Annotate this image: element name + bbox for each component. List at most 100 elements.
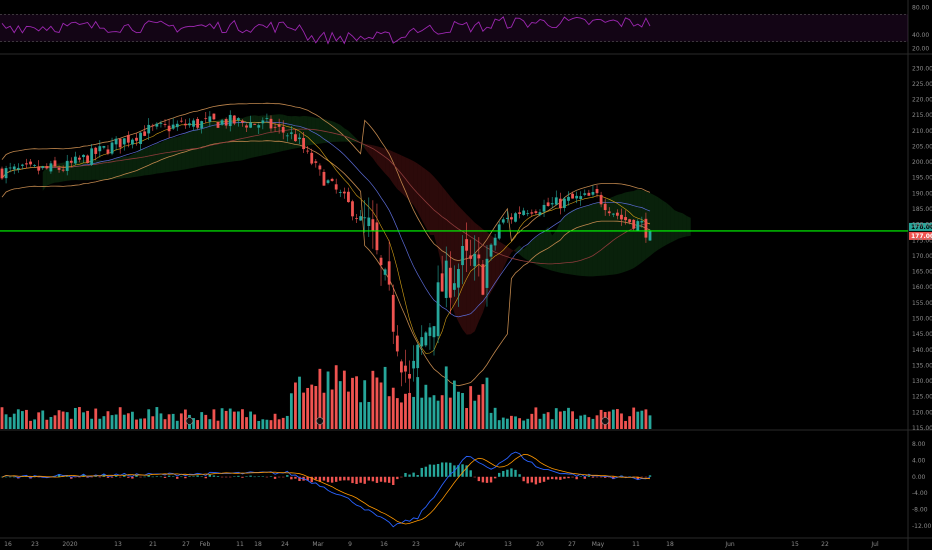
rsi-tick-label: 20.00 bbox=[912, 46, 929, 53]
volume-bar bbox=[489, 412, 493, 429]
price-tick-label: 200.00 bbox=[912, 159, 932, 166]
price-tick-label: 185.00 bbox=[912, 206, 932, 213]
macd-histogram-bar bbox=[555, 476, 558, 480]
ichimoku-cloud-segment bbox=[645, 191, 650, 260]
macd-histogram-bar bbox=[82, 474, 85, 477]
volume-bar bbox=[241, 409, 244, 429]
volume-bar bbox=[334, 365, 338, 429]
macd-histogram-bar bbox=[457, 465, 460, 477]
candle-body bbox=[86, 155, 89, 163]
macd-histogram-bar bbox=[192, 476, 195, 477]
rsi-band bbox=[0, 14, 908, 42]
ichimoku-cloud-segment bbox=[678, 211, 683, 239]
ichimoku-cloud-segment bbox=[674, 210, 679, 241]
candle-body bbox=[416, 344, 420, 369]
candle-body bbox=[245, 125, 248, 128]
candle-body bbox=[567, 196, 570, 201]
macd-histogram-bar bbox=[114, 475, 118, 477]
macd-histogram-bar bbox=[363, 476, 366, 484]
ichimoku-cloud-segment bbox=[633, 189, 638, 269]
ichimoku-cloud-segment bbox=[544, 226, 549, 270]
macd-histogram-bar bbox=[196, 475, 199, 477]
candle-body bbox=[147, 124, 151, 134]
candle-body bbox=[436, 282, 440, 337]
macd-histogram-bar bbox=[188, 476, 191, 477]
axes: 230.00225.00220.00215.00210.00205.00200.… bbox=[4, 4, 932, 548]
support-price-tag bbox=[909, 231, 932, 240]
volume-bar bbox=[399, 402, 403, 429]
candle-body bbox=[212, 113, 216, 120]
volume-bar bbox=[12, 413, 16, 429]
ichimoku-cloud-segment bbox=[397, 153, 402, 193]
candle-body bbox=[61, 169, 65, 171]
macd-histogram-bar bbox=[648, 475, 652, 477]
candle-body bbox=[4, 168, 8, 179]
volume-bar bbox=[29, 420, 32, 429]
candle-body bbox=[505, 217, 509, 219]
volume-bar bbox=[412, 396, 416, 429]
ichimoku-cloud-segment bbox=[580, 206, 585, 277]
candle-body bbox=[342, 191, 346, 194]
ichimoku-cloud-segment bbox=[654, 195, 659, 253]
candle-body bbox=[371, 219, 375, 232]
ichimoku-cloud-segment bbox=[560, 216, 565, 274]
volume-bar bbox=[534, 407, 538, 429]
candle-body bbox=[595, 189, 599, 194]
macd-histogram-bar bbox=[522, 476, 525, 482]
volume-bar bbox=[20, 411, 24, 429]
volume-bar bbox=[73, 407, 77, 429]
macd-histogram-bar bbox=[542, 476, 546, 482]
macd-histogram-bar bbox=[184, 476, 187, 479]
candle-body bbox=[404, 365, 407, 372]
volume-bar bbox=[106, 411, 110, 429]
macd-histogram-bar bbox=[449, 462, 452, 477]
candle-body bbox=[355, 218, 358, 220]
ichimoku-cloud-segment bbox=[201, 123, 206, 167]
macd-histogram-bar bbox=[571, 476, 574, 478]
time-tick-label: 16 bbox=[380, 541, 388, 548]
macd-histogram-bar bbox=[489, 476, 493, 483]
volume-bar bbox=[481, 384, 485, 429]
ichimoku-cloud-segment bbox=[438, 181, 443, 268]
ichimoku-cloud-segment bbox=[458, 205, 463, 330]
candle-body bbox=[620, 214, 623, 220]
candle-body bbox=[571, 193, 574, 199]
ichimoku-cloud-segment bbox=[568, 209, 573, 275]
time-tick-label: Feb bbox=[200, 541, 211, 548]
price-tick-label: 155.00 bbox=[912, 300, 932, 307]
volume-bar bbox=[375, 377, 379, 429]
price-tick-label: 230.00 bbox=[912, 65, 932, 72]
volume-bar bbox=[636, 411, 640, 429]
ichimoku-cloud-segment bbox=[132, 152, 137, 178]
volume-bar bbox=[175, 420, 179, 429]
candle-body bbox=[277, 124, 281, 127]
candle-body bbox=[167, 125, 171, 132]
volume-bar bbox=[224, 410, 228, 429]
candle-body bbox=[98, 146, 102, 152]
ichimoku-cloud-segment bbox=[59, 162, 64, 183]
candle-body bbox=[542, 204, 546, 212]
volume-bar bbox=[257, 420, 261, 429]
ichimoku-cloud-segment bbox=[160, 139, 166, 174]
candle-body bbox=[465, 239, 469, 251]
candle-body bbox=[135, 137, 138, 141]
last-price-label: 178.00 bbox=[911, 224, 932, 231]
volume-bar bbox=[587, 417, 591, 429]
candle-body bbox=[611, 213, 615, 215]
volume-bar bbox=[355, 376, 358, 429]
macd-histogram-bar bbox=[290, 476, 293, 480]
macd-tick-label: -12.00 bbox=[912, 523, 932, 530]
volume-bar bbox=[159, 413, 163, 429]
macd-histogram-bar bbox=[367, 476, 370, 481]
ichimoku-cloud-segment bbox=[588, 203, 593, 277]
candle-body bbox=[216, 121, 220, 128]
candle-body bbox=[420, 337, 424, 347]
candle-body bbox=[8, 167, 12, 169]
volume-bar bbox=[644, 409, 648, 429]
price-tick-label: 125.00 bbox=[912, 394, 932, 401]
volume-bar bbox=[8, 417, 12, 429]
candle-body bbox=[12, 166, 16, 170]
candle-body bbox=[330, 178, 334, 181]
ichimoku-cloud-segment bbox=[429, 172, 434, 235]
